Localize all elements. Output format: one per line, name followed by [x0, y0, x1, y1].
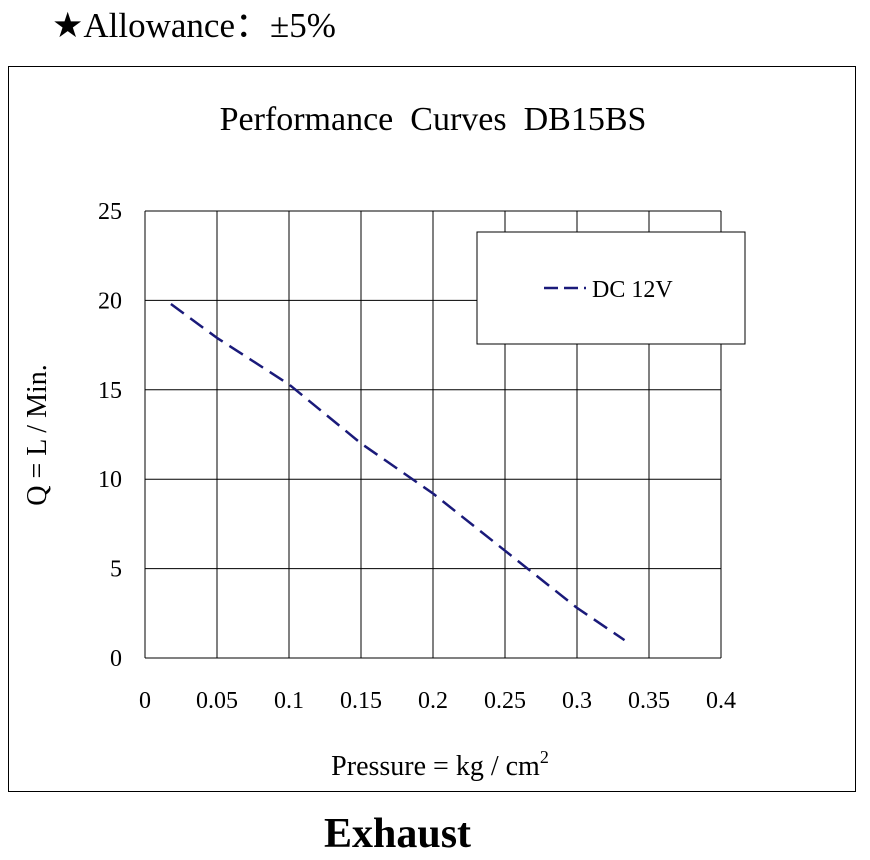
x-axis-label-superscript: 2 — [540, 747, 549, 767]
y-tick-label: 25 — [98, 199, 122, 225]
axis-ticks: 0 0.05 0.1 0.15 0.2 0.25 0.3 0.35 0.4 0 5 10 15 20 25 — [98, 199, 736, 714]
x-tick-label: 0.4 — [706, 688, 736, 714]
x-tick-label: 0.35 — [628, 688, 670, 714]
legend-label: DC 12V — [592, 277, 673, 303]
y-axis-label: Q = L / Min. — [22, 364, 53, 506]
x-tick-label: 0.25 — [484, 688, 526, 714]
chart-frame — [8, 66, 856, 792]
legend-box — [476, 231, 746, 345]
y-tick-label: 15 — [98, 378, 122, 404]
series-layer — [170, 302, 626, 642]
chart-title: Performance Curves DB15BS — [220, 101, 647, 138]
x-tick-label: 0.15 — [340, 688, 382, 714]
x-tick-label: 0 — [139, 688, 151, 714]
x-tick-label: 0.05 — [196, 688, 238, 714]
legend: DC 12V — [544, 277, 673, 303]
x-tick-label: 0.1 — [274, 688, 304, 714]
y-tick-label: 10 — [98, 467, 122, 493]
y-tick-label: 20 — [98, 288, 122, 314]
series-line-dc-12v — [170, 302, 626, 642]
allowance-text: Allowance：±5% — [83, 6, 336, 45]
y-tick-label: 5 — [110, 557, 122, 583]
x-axis-label-text: Pressure = kg / cm — [331, 751, 540, 782]
allowance-note: ★Allowance：±5% — [52, 4, 336, 48]
x-axis-label: Pressure = kg / cm2 — [331, 747, 549, 782]
y-tick-label: 0 — [110, 646, 122, 672]
x-tick-label: 0.3 — [562, 688, 592, 714]
x-tick-label: 0.2 — [418, 688, 448, 714]
exhaust-caption: Exhaust — [323, 811, 472, 857]
performance-chart: Performance Curves DB15BS 0 0.05 0.1 0.15 0.… — [22, 101, 746, 782]
star-icon: ★ — [52, 6, 84, 45]
